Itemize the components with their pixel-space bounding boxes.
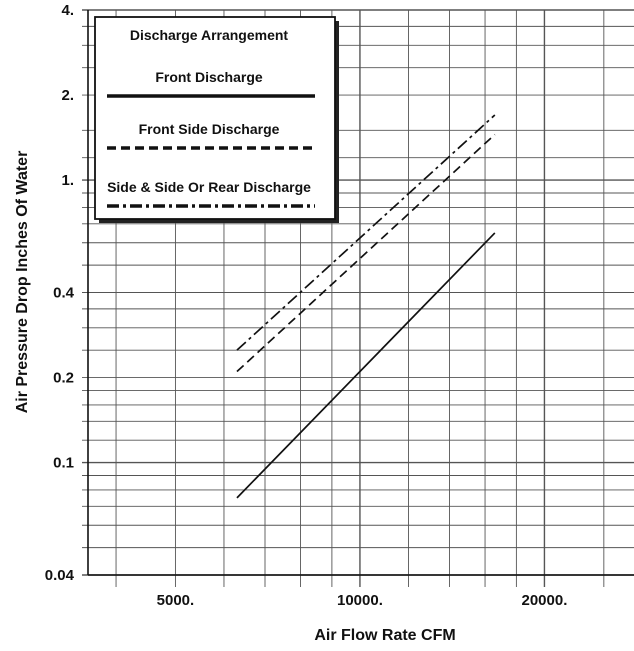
y-tick-label: 0.4 <box>53 285 75 302</box>
tick-labels: 5000. 10000. 20000. 4. 2. 1. 0.4 0.2 0.1 0.04 <box>45 2 568 609</box>
legend-box <box>94 16 336 220</box>
x-tick-label: 20000. <box>521 592 567 609</box>
y-tick-label: 1. <box>61 172 74 189</box>
legend: Discharge Arrangement Front Discharge Fron… <box>94 16 339 223</box>
legend-item-label: Front Side Discharge <box>139 121 280 137</box>
series-line-dashed <box>236 133 496 373</box>
y-tick-label: 4. <box>61 2 74 19</box>
y-tick-label: 0.2 <box>53 370 74 387</box>
y-tick-label: 2. <box>61 87 74 104</box>
legend-title: Discharge Arrangement <box>130 27 289 43</box>
y-tick-label: 0.1 <box>53 455 74 472</box>
x-axis-label: Air Flow Rate CFM <box>314 627 455 644</box>
series-line-solid <box>236 232 496 499</box>
legend-item-label: Side & Side Or Rear Discharge <box>107 179 311 195</box>
series-layer <box>236 114 496 499</box>
x-tick-label: 10000. <box>337 592 383 609</box>
x-tick-label: 5000. <box>157 592 195 609</box>
y-axis-label: Air Pressure Drop Inches Of Water <box>14 151 31 414</box>
legend-item-label: Front Discharge <box>155 69 263 85</box>
y-tick-label: 0.04 <box>45 567 75 584</box>
